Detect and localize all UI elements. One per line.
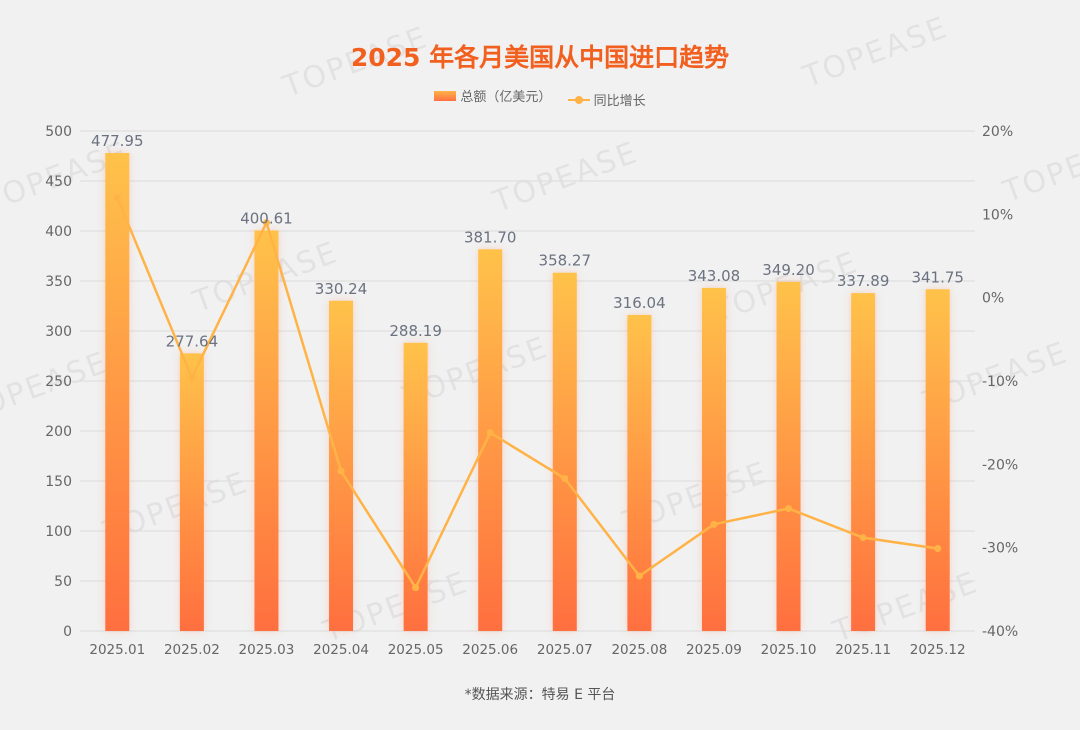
legend: 总额（亿美元） 同比增长 <box>0 86 1080 109</box>
y-right-tick-label: -30% <box>982 541 1018 557</box>
bar-data-label: 381.70 <box>464 228 517 246</box>
yoy-point <box>113 194 121 202</box>
legend-item-total[interactable]: 总额（亿美元） <box>434 86 551 105</box>
yoy-point <box>785 505 793 512</box>
yoy-point <box>486 429 494 437</box>
x-tick-label: 2025.09 <box>686 642 742 658</box>
y-right-tick-label: -40% <box>982 624 1018 640</box>
bar <box>254 230 279 631</box>
bar <box>179 353 204 631</box>
legend-bar-swatch <box>434 90 457 101</box>
bar-data-label: 477.95 <box>91 132 144 150</box>
legend-item-yoy[interactable]: 同比增长 <box>567 90 646 109</box>
bar-data-label: 316.04 <box>613 294 666 312</box>
yoy-point <box>934 545 942 552</box>
bar <box>105 153 130 632</box>
bar-data-label: 337.89 <box>837 272 890 290</box>
yoy-point <box>337 467 345 475</box>
x-tick-label: 2025.03 <box>239 642 295 658</box>
y-right-tick-label: 20% <box>982 124 1013 140</box>
y-left-tick-label: 250 <box>45 374 72 390</box>
yoy-point <box>859 534 867 542</box>
y-right-tick-label: -20% <box>982 457 1018 473</box>
bar-data-label: 400.61 <box>240 209 293 227</box>
bar <box>403 342 428 631</box>
bar-data-label: 288.19 <box>389 322 442 340</box>
bar <box>552 272 577 631</box>
bar-data-label: 343.08 <box>688 267 741 285</box>
bar <box>925 289 950 631</box>
bar <box>851 293 876 631</box>
x-tick-label: 2025.10 <box>761 642 817 658</box>
yoy-point <box>635 572 643 580</box>
y-left-tick-label: 350 <box>45 274 72 290</box>
y-right-tick-label: 10% <box>982 207 1013 223</box>
bar <box>478 249 503 632</box>
bar <box>776 281 801 631</box>
y-left-tick-label: 0 <box>63 624 72 640</box>
bar-data-label: 358.27 <box>539 252 592 270</box>
y-left-tick-label: 400 <box>45 224 72 240</box>
bar-data-label: 349.20 <box>762 261 815 279</box>
x-tick-label: 2025.11 <box>835 642 891 658</box>
y-left-tick-label: 50 <box>54 574 72 590</box>
legend-label: 总额（亿美元） <box>460 90 552 105</box>
y-left-tick-label: 500 <box>45 124 72 140</box>
x-tick-label: 2025.07 <box>537 642 593 658</box>
y-right-tick-label: -10% <box>982 374 1018 390</box>
bar-data-label: 330.24 <box>315 280 368 298</box>
chart-title: 2025 年各月美国从中国进口趋势 <box>350 43 730 72</box>
x-tick-label: 2025.12 <box>910 642 966 658</box>
y-left-tick-label: 200 <box>45 424 72 440</box>
bar-data-label: 277.64 <box>166 332 219 350</box>
legend-label: 同比增长 <box>593 94 646 109</box>
yoy-point <box>561 475 569 482</box>
y-left-tick-label: 150 <box>45 474 72 490</box>
x-tick-label: 2025.08 <box>611 642 667 658</box>
x-tick-label: 2025.01 <box>89 642 145 658</box>
bar-data-label: 341.75 <box>911 268 964 286</box>
yoy-point <box>188 374 196 382</box>
y-left-tick-label: 450 <box>45 174 72 190</box>
yoy-point <box>710 520 718 528</box>
yoy-point <box>262 219 270 227</box>
y-left-tick-label: 100 <box>45 524 72 540</box>
y-right-tick-label: 0% <box>982 291 1004 307</box>
bar <box>701 287 726 631</box>
x-tick-label: 2025.06 <box>462 642 518 658</box>
x-tick-label: 2025.04 <box>313 642 369 658</box>
y-left-tick-label: 300 <box>45 324 72 340</box>
x-tick-label: 2025.02 <box>164 642 220 658</box>
legend-line-swatch <box>567 95 590 104</box>
yoy-point <box>412 584 420 592</box>
x-tick-label: 2025.05 <box>388 642 444 658</box>
yoy-line <box>116 197 938 589</box>
source-note: *数据来源：特易 E 平台 <box>464 687 616 703</box>
bar <box>329 300 354 631</box>
bar <box>627 314 652 631</box>
